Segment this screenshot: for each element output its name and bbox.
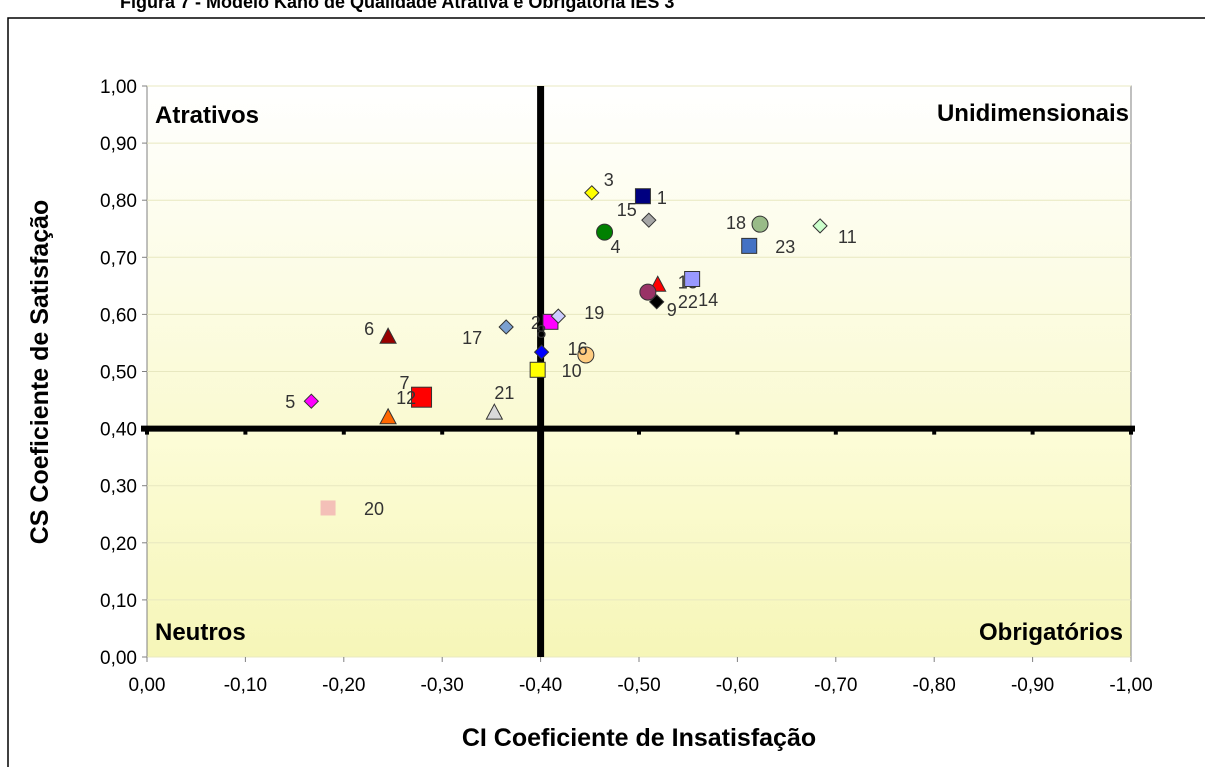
x-tick-label: -1,00 (1109, 675, 1152, 696)
y-tick-label: 0,20 (100, 534, 137, 555)
point-label: 7 (400, 373, 410, 393)
x-tick-label: -0,50 (617, 675, 660, 696)
y-tick-label: 0,00 (100, 648, 137, 669)
point (577, 346, 595, 364)
point-label: 19 (584, 303, 604, 323)
quadrant-label: Neutros (155, 619, 246, 646)
point (320, 500, 336, 516)
point-label: 23 (775, 237, 795, 257)
chart-title: Figura 7 - Modelo Kano de Qualidade Atra… (120, 0, 674, 12)
point-label: 20 (364, 499, 384, 519)
x-axis-title: CI Coeficiente de Insatisfação (462, 724, 816, 752)
point-label: 10 (562, 361, 582, 381)
point-label: 15 (617, 200, 637, 220)
point (529, 361, 546, 378)
point (639, 283, 657, 301)
point (634, 188, 651, 205)
y-tick-label: 1,00 (100, 77, 137, 98)
point (550, 308, 567, 324)
point-label: 6 (364, 319, 374, 339)
point-label: 3 (604, 170, 614, 190)
y-tick-label: 0,90 (100, 134, 137, 155)
point (411, 386, 433, 408)
point-label: 22 (678, 292, 698, 312)
y-tick-label: 0,30 (100, 477, 137, 498)
point-label: 14 (698, 290, 718, 310)
y-tick-label: 0,10 (100, 591, 137, 612)
x-tick-label: -0,80 (913, 675, 956, 696)
y-tick-label: 0,50 (100, 363, 137, 384)
y-tick-label: 0,40 (100, 420, 137, 441)
y-tick-label: 0,80 (100, 191, 137, 212)
point-label: 1 (657, 188, 667, 208)
x-tick-label: -0,70 (814, 675, 857, 696)
x-tick-label: -0,90 (1011, 675, 1054, 696)
y-axis-title: CS Coeficiente de Satisfação (26, 200, 54, 545)
point-label: 2 (531, 313, 541, 333)
quadrant-label: Obrigatórios (979, 619, 1123, 646)
point (533, 344, 550, 360)
point-label: 9 (667, 300, 677, 320)
point (741, 237, 758, 254)
point (303, 393, 320, 409)
y-tick-label: 0,60 (100, 305, 137, 326)
y-tick-label: 0,70 (100, 248, 137, 269)
point (379, 327, 397, 344)
point (584, 185, 600, 201)
point-label: 12 (396, 388, 416, 408)
point-label: 16 (568, 339, 588, 359)
x-tick-label: 0,00 (129, 675, 166, 696)
point (485, 403, 504, 420)
point (498, 319, 514, 335)
frame (7, 17, 1205, 767)
point-label: 17 (462, 328, 482, 348)
point-label: 11 (838, 227, 857, 247)
x-tick-label: -0,30 (421, 675, 464, 696)
point-label: 5 (285, 392, 295, 412)
point (641, 212, 657, 228)
point (684, 270, 701, 287)
x-tick-label: -0,60 (716, 675, 759, 696)
point (596, 223, 614, 241)
point-label: 18 (726, 213, 746, 233)
point (812, 218, 828, 234)
quadrant-label: Unidimensionais (937, 100, 1129, 127)
quadrant-label: Atrativos (155, 102, 259, 129)
point (751, 215, 769, 233)
point (379, 407, 397, 425)
x-tick-label: -0,10 (224, 675, 267, 696)
point-label: 4 (611, 237, 621, 257)
x-tick-label: -0,20 (322, 675, 365, 696)
x-tick-label: -0,40 (519, 675, 562, 696)
point-label: 8 (536, 322, 546, 342)
point-label: 21 (494, 383, 514, 403)
